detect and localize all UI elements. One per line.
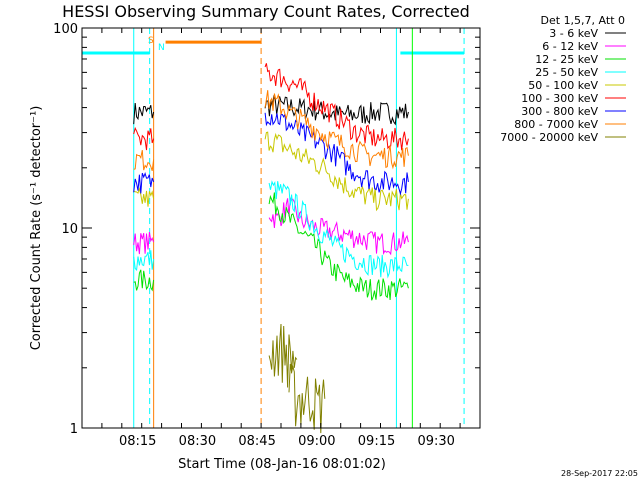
series-1-segment-0 (133, 232, 155, 255)
axes: 1 10 100 08:15 08:30 08:45 09:00 09:15 09:30 (53, 22, 481, 449)
plot-area: SN (82, 28, 465, 434)
legend-label-7: 800 - 7000 keV (514, 118, 598, 131)
series-8-segment-0 (268, 323, 298, 388)
series-6 (133, 112, 409, 196)
x-tick-label-0: 08:15 (119, 434, 156, 449)
series-2-segment-1 (268, 192, 409, 301)
y-axis-label: Corrected Count Rate (s⁻¹ detector⁻¹) (29, 106, 44, 351)
legend-label-4: 50 - 100 keV (528, 79, 598, 92)
series-7-segment-0 (133, 150, 155, 171)
series-8-segment-1 (288, 363, 326, 434)
series-8 (268, 323, 326, 434)
flag-label-n: N (158, 43, 165, 53)
y-tick-label-2: 100 (53, 22, 78, 37)
series-6-segment-1 (264, 112, 409, 196)
series-3-segment-1 (268, 180, 409, 279)
series-0-segment-0 (133, 102, 155, 125)
flag-label-s: S (148, 36, 154, 46)
legend-label-3: 25 - 50 keV (535, 66, 598, 79)
series-4-segment-0 (133, 186, 155, 207)
series-0 (133, 94, 409, 126)
series-3 (133, 180, 409, 279)
legend-label-1: 6 - 12 keV (542, 40, 598, 53)
series-5-segment-0 (133, 126, 155, 151)
x-tick-label-3: 09:00 (298, 434, 335, 449)
y-tick-label-1: 10 (61, 222, 78, 237)
series-0-segment-1 (264, 94, 409, 126)
series-4-segment-1 (264, 131, 409, 212)
series-2-segment-0 (133, 269, 155, 292)
series-6-segment-0 (133, 171, 155, 194)
x-tick-label-2: 08:45 (238, 434, 275, 449)
x-tick-label-5: 09:30 (417, 434, 454, 449)
x-tick-label-4: 09:15 (358, 434, 395, 449)
legend-header: Det 1,5,7, Att 0 (541, 14, 625, 27)
series-3-segment-0 (133, 250, 155, 271)
series-4 (133, 131, 409, 212)
timestamp: 28-Sep-2017 22:05 (561, 469, 638, 478)
series-7 (133, 90, 409, 171)
chart-title: HESSI Observing Summary Count Rates, Cor… (62, 2, 470, 21)
series-2 (133, 192, 409, 301)
series-7-segment-1 (264, 90, 409, 170)
legend-label-0: 3 - 6 keV (549, 27, 598, 40)
series-5 (133, 63, 409, 151)
x-tick-label-1: 08:30 (179, 434, 216, 449)
y-tick-label-0: 1 (70, 422, 78, 437)
series-1-segment-1 (268, 197, 409, 256)
plot-frame (81, 27, 481, 429)
legend-label-8: 7000 - 20000 keV (500, 131, 598, 144)
x-axis-label: Start Time (08-Jan-16 08:01:02) (178, 457, 386, 472)
legend-label-5: 100 - 300 keV (521, 92, 598, 105)
series-1 (133, 197, 409, 256)
series-5-segment-1 (264, 63, 409, 151)
legend-label-2: 12 - 25 keV (535, 53, 598, 66)
legend-label-6: 300 - 800 keV (521, 105, 598, 118)
